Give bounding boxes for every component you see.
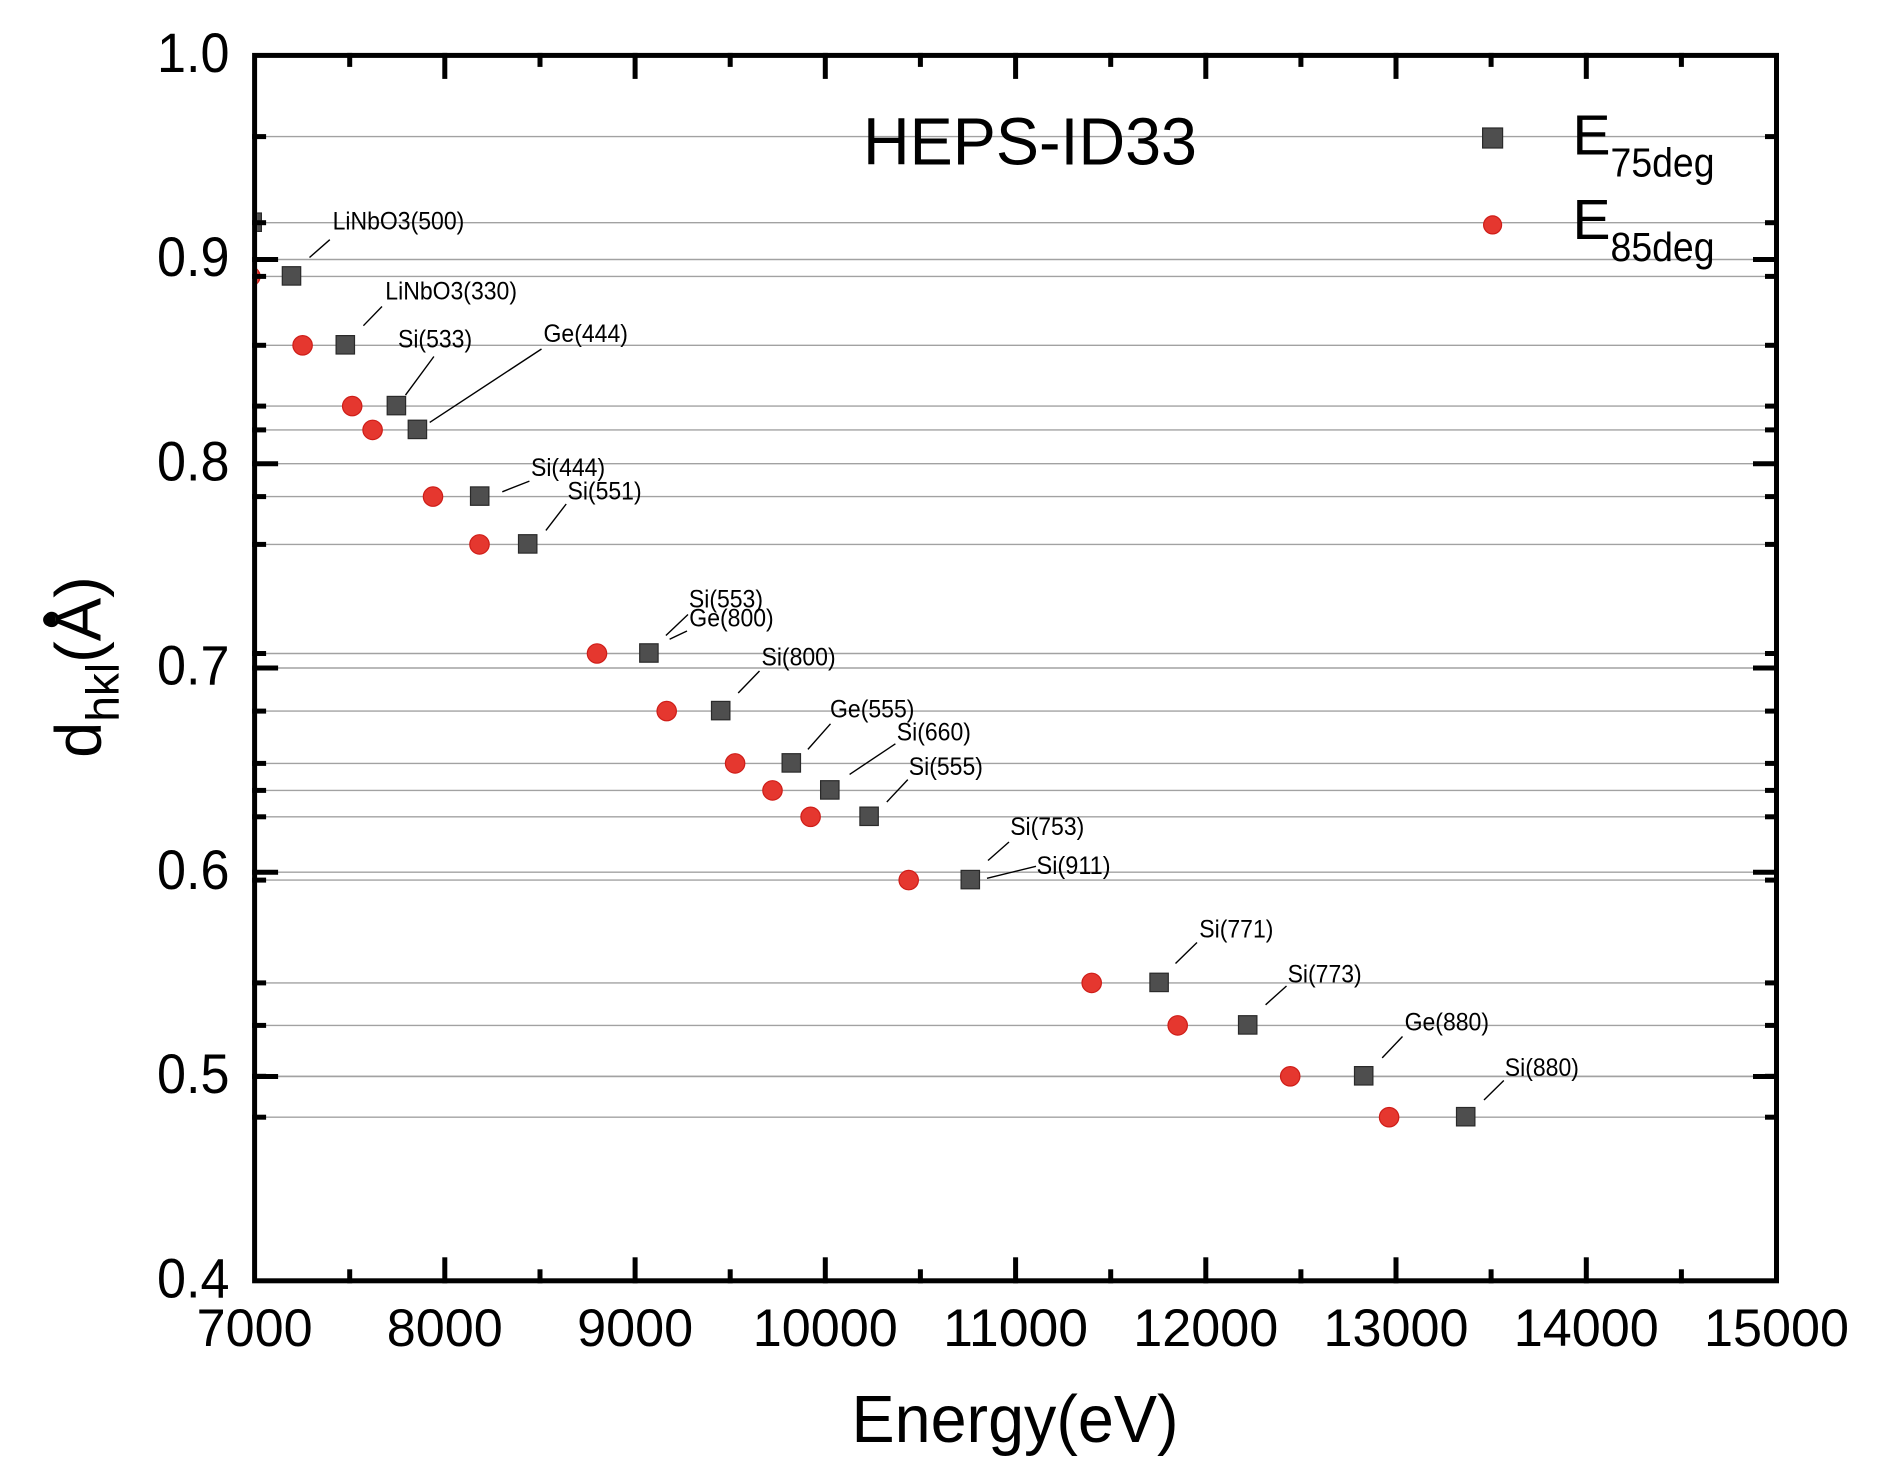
svg-text:Si(753): Si(753)	[1010, 813, 1084, 841]
svg-text:HEPS-ID33: HEPS-ID33	[863, 105, 1197, 180]
svg-text:0.7: 0.7	[157, 635, 230, 697]
svg-text:0.8: 0.8	[157, 430, 230, 492]
svg-text:11000: 11000	[943, 1299, 1088, 1358]
svg-text:Si(911): Si(911)	[1037, 852, 1111, 880]
svg-text:13000: 13000	[1324, 1299, 1469, 1358]
svg-text:15000: 15000	[1704, 1299, 1849, 1358]
svg-text:Si(551): Si(551)	[568, 478, 642, 506]
svg-text:10000: 10000	[753, 1299, 898, 1358]
svg-text:0.9: 0.9	[157, 226, 230, 288]
svg-text:Si(880): Si(880)	[1505, 1054, 1579, 1082]
svg-text:Energy(eV): Energy(eV)	[852, 1383, 1179, 1457]
svg-text:8000: 8000	[387, 1299, 503, 1358]
svg-text:Si(771): Si(771)	[1199, 915, 1273, 943]
svg-text:Si(773): Si(773)	[1288, 960, 1362, 988]
svg-text:Si(533): Si(533)	[398, 326, 472, 354]
svg-text:14000: 14000	[1514, 1299, 1659, 1358]
svg-text:7000: 7000	[197, 1299, 313, 1358]
svg-text:0.5: 0.5	[157, 1043, 230, 1105]
svg-text:Si(660): Si(660)	[897, 719, 971, 747]
svg-text:0.4: 0.4	[157, 1247, 230, 1309]
svg-text:Si(444): Si(444)	[531, 454, 605, 482]
svg-text:Ge(555): Ge(555)	[830, 696, 914, 724]
svg-text:Si(553): Si(553)	[689, 585, 763, 613]
svg-text:LiNbO3(330): LiNbO3(330)	[385, 277, 517, 305]
svg-text:9000: 9000	[577, 1299, 693, 1358]
svg-text:dhkl(Å): dhkl(Å)	[42, 576, 129, 758]
svg-text:12000: 12000	[1133, 1299, 1278, 1358]
svg-text:0.6: 0.6	[157, 839, 230, 901]
svg-text:Ge(800): Ge(800)	[689, 604, 773, 632]
svg-text:1.0: 1.0	[157, 22, 230, 84]
svg-text:Si(555): Si(555)	[909, 753, 983, 781]
svg-text:LiNbO3(500): LiNbO3(500)	[333, 208, 465, 236]
svg-text:Si(800): Si(800)	[762, 644, 836, 672]
svg-text:Ge(444): Ge(444)	[544, 320, 628, 348]
svg-text:Ge(880): Ge(880)	[1405, 1009, 1489, 1037]
